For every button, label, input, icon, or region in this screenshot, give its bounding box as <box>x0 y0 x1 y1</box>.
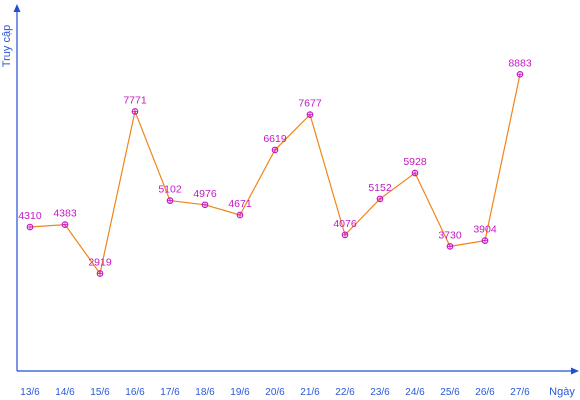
x-axis-arrow <box>571 367 579 375</box>
data-label: 5928 <box>403 156 427 168</box>
x-tick-label: 18/6 <box>195 387 215 398</box>
series-layer: 4310 4383 2919 7771 5102 4976 4671 6619 7677 4076… <box>18 57 532 277</box>
data-point <box>481 237 489 244</box>
data-label: 4076 <box>333 218 357 230</box>
series-line <box>29 74 521 275</box>
data-point <box>236 211 244 219</box>
data-label: 4976 <box>193 188 217 200</box>
x-tick-label: 16/6 <box>125 387 145 398</box>
x-tick-label: 20/6 <box>265 387 285 398</box>
data-point <box>376 195 384 203</box>
data-point <box>411 169 419 177</box>
data-label: 4383 <box>53 208 77 220</box>
x-tick-label: 14/6 <box>55 387 75 398</box>
data-label: 5102 <box>158 184 182 196</box>
x-tick-label: 22/6 <box>335 387 355 398</box>
x-tick-label: 27/6 <box>510 387 530 398</box>
data-label: 5152 <box>368 182 392 194</box>
data-point <box>96 270 104 277</box>
data-point <box>271 146 279 154</box>
data-label: 7677 <box>298 98 322 110</box>
x-tick-label: 17/6 <box>160 387 180 398</box>
data-label: 3730 <box>438 229 462 241</box>
x-tick-label: 24/6 <box>405 387 425 398</box>
data-point <box>61 221 69 228</box>
x-axis-title: Ngày <box>549 386 575 398</box>
x-tick-label: 19/6 <box>230 387 250 398</box>
x-tick-label: 15/6 <box>90 387 110 398</box>
data-point <box>166 197 174 204</box>
data-point <box>306 111 314 118</box>
data-label: 3904 <box>473 224 497 236</box>
data-point <box>26 223 34 231</box>
x-tick-label: 13/6 <box>20 387 40 398</box>
data-point <box>341 231 349 239</box>
x-tick-label: 26/6 <box>475 387 495 398</box>
x-tick-labels: 13/6 14/6 15/6 16/6 17/6 18/6 19/6 20/6 21/6 22/6… <box>20 387 530 398</box>
x-tick-label: 25/6 <box>440 387 460 398</box>
data-label: 2919 <box>88 257 112 269</box>
data-point <box>516 70 524 78</box>
data-point <box>131 108 139 115</box>
x-tick-label: 21/6 <box>300 387 320 398</box>
data-label: 8883 <box>508 57 532 69</box>
data-label: 4310 <box>18 210 42 222</box>
data-label: 6619 <box>263 133 287 145</box>
y-axis-title: Truy cập <box>1 25 13 67</box>
x-tick-label: 23/6 <box>370 387 390 398</box>
data-label: 4671 <box>228 198 252 210</box>
data-point <box>201 201 209 209</box>
data-label: 7771 <box>123 94 147 106</box>
data-point <box>446 243 454 250</box>
y-axis-arrow <box>13 4 21 12</box>
